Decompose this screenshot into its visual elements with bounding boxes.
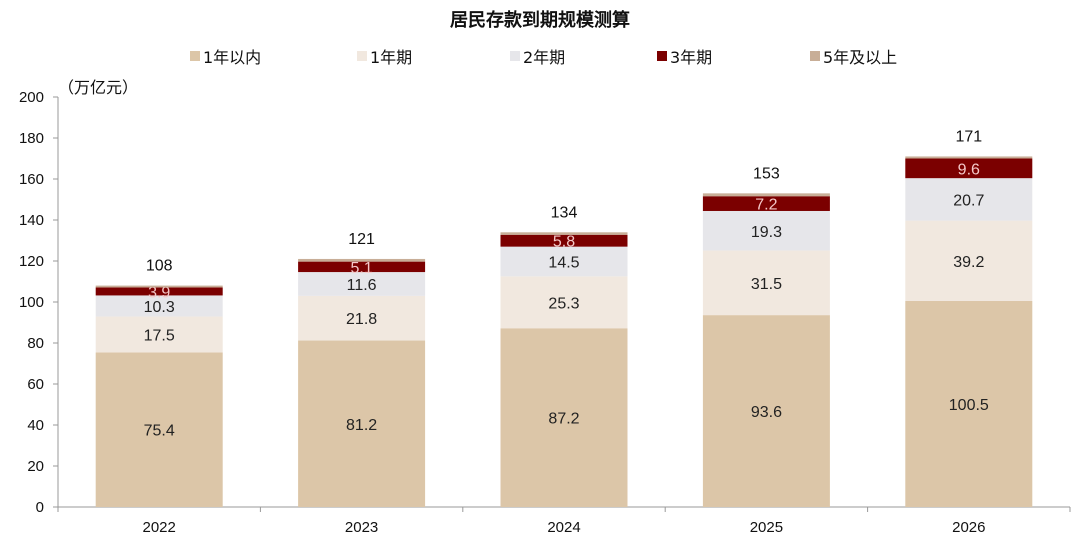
legend-swatch-icon bbox=[810, 51, 820, 61]
legend-swatch-icon bbox=[510, 51, 520, 61]
segment-label: 9.6 bbox=[958, 161, 980, 178]
chart-title: 居民存款到期规模测算 bbox=[450, 10, 630, 31]
bar-segment bbox=[298, 258, 426, 262]
bar-segment bbox=[500, 328, 628, 507]
legend-item: 3年期 bbox=[657, 44, 712, 68]
segment-label: 11.6 bbox=[347, 277, 377, 294]
x-tick-label: 2026 bbox=[952, 519, 985, 536]
y-tick-label: 80 bbox=[27, 335, 44, 352]
x-tick-label: 2022 bbox=[143, 519, 176, 536]
segment-label: 81.2 bbox=[346, 417, 377, 434]
y-tick-label: 60 bbox=[27, 376, 44, 393]
x-tick-label: 2024 bbox=[547, 519, 580, 536]
segment-label: 19.3 bbox=[751, 224, 782, 241]
bar-segment bbox=[95, 295, 223, 317]
bar-segment bbox=[500, 246, 628, 277]
x-tick-label: 2025 bbox=[750, 519, 783, 536]
total-label: 134 bbox=[551, 204, 578, 221]
y-tick-label: 0 bbox=[36, 499, 44, 516]
segment-label: 25.3 bbox=[548, 295, 579, 312]
segment-label: 10.3 bbox=[144, 299, 175, 316]
segment-label: 5.1 bbox=[350, 260, 372, 277]
bar-segment bbox=[298, 261, 426, 273]
legend-label: 1年以内 bbox=[203, 48, 262, 67]
segment-label: 17.5 bbox=[144, 327, 175, 344]
legend-label: 5年及以上 bbox=[823, 48, 898, 67]
segment-label: 3.9 bbox=[148, 284, 170, 301]
bar-segment bbox=[702, 196, 830, 211]
y-tick-label: 20 bbox=[27, 458, 44, 475]
bar-segment bbox=[95, 287, 223, 296]
bar-segment bbox=[298, 340, 426, 507]
segment-label: 100.5 bbox=[949, 397, 989, 414]
segment-label: 93.6 bbox=[751, 404, 782, 421]
legend-swatch-icon bbox=[190, 51, 200, 61]
bar-segment bbox=[905, 178, 1033, 221]
segment-label: 21.8 bbox=[346, 311, 377, 328]
bar-segment bbox=[905, 156, 1033, 159]
legend-item: 2年期 bbox=[510, 44, 565, 68]
bar-segment bbox=[905, 220, 1033, 301]
total-label: 171 bbox=[955, 128, 982, 145]
y-tick-label: 100 bbox=[19, 294, 44, 311]
bar-segment bbox=[702, 193, 830, 197]
segment-label: 39.2 bbox=[953, 254, 984, 271]
bar-segment bbox=[95, 352, 223, 507]
bar-segment bbox=[298, 295, 426, 341]
segment-label: 20.7 bbox=[953, 192, 984, 209]
segment-label: 75.4 bbox=[144, 423, 175, 440]
legend-item: 1年期 bbox=[357, 44, 412, 68]
y-axis-unit: （万亿元） bbox=[58, 78, 139, 97]
y-tick-label: 140 bbox=[19, 212, 44, 229]
legend-label: 3年期 bbox=[670, 48, 713, 67]
bar-segment bbox=[95, 316, 223, 353]
bar-segment bbox=[702, 250, 830, 316]
bar-segment bbox=[500, 276, 628, 329]
legend-item: 1年以内 bbox=[190, 44, 261, 68]
bar-segment bbox=[500, 234, 628, 247]
bar-segment bbox=[905, 300, 1033, 507]
bar-segment bbox=[500, 232, 628, 235]
legend-label: 2年期 bbox=[523, 48, 566, 67]
y-tick-label: 160 bbox=[19, 171, 44, 188]
legend-swatch-icon bbox=[357, 51, 367, 61]
legend: 1年以内 1年期 2年期 3年期 5年及以上 bbox=[0, 44, 1080, 68]
x-tick-label: 2023 bbox=[345, 519, 378, 536]
segment-label: 14.5 bbox=[548, 255, 579, 272]
segment-label: 31.5 bbox=[751, 276, 782, 293]
bar-segment bbox=[905, 158, 1033, 179]
total-label: 121 bbox=[348, 231, 375, 248]
y-tick-label: 200 bbox=[19, 89, 44, 106]
bar-segment bbox=[702, 210, 830, 251]
total-label: 108 bbox=[146, 258, 173, 275]
y-tick-label: 180 bbox=[19, 130, 44, 147]
total-label: 153 bbox=[753, 165, 780, 182]
y-tick-label: 40 bbox=[27, 417, 44, 434]
segment-label: 7.2 bbox=[755, 197, 777, 214]
segment-label: 5.8 bbox=[553, 234, 575, 251]
y-tick-label: 120 bbox=[19, 253, 44, 270]
legend-item: 5年及以上 bbox=[810, 44, 897, 68]
bar-segment bbox=[95, 285, 223, 288]
legend-label: 1年期 bbox=[370, 48, 413, 67]
bar-segment bbox=[298, 272, 426, 296]
legend-swatch-icon bbox=[657, 51, 667, 61]
segment-label: 87.2 bbox=[548, 411, 579, 428]
bar-segment bbox=[702, 315, 830, 507]
